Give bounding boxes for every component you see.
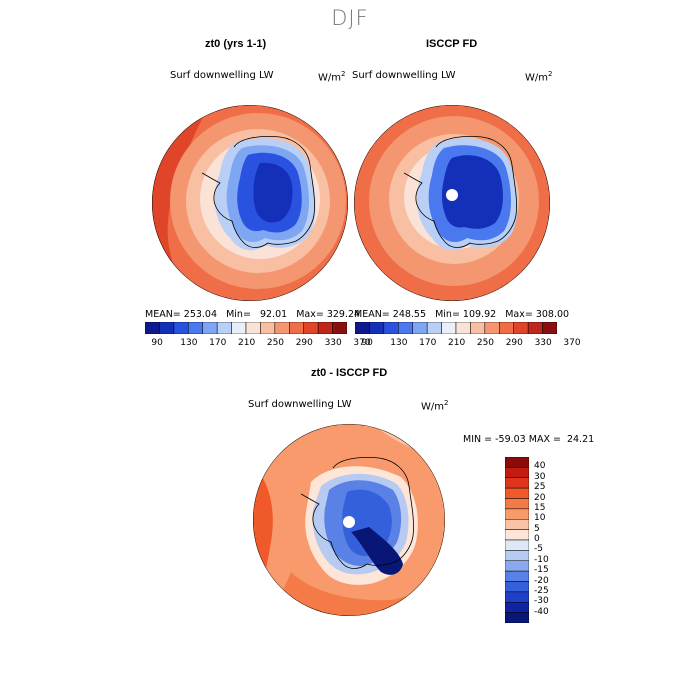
colorbar-tick-label: 40 xyxy=(534,461,546,472)
colorbar-tick-label: 30 xyxy=(534,471,546,482)
colorbar-tick-label: -40 xyxy=(534,606,549,617)
colorbar-tick-label: -15 xyxy=(534,565,549,576)
panel3-colorbar-ticks: 40 30 25 20 15 10 5 0 -5 -10 -15 -20 -25 -30 -40 xyxy=(534,457,574,623)
colorbar-tick-label: 15 xyxy=(534,502,546,513)
colorbar-tick-label: 250 xyxy=(266,338,285,348)
colorbar-swatch xyxy=(231,322,247,334)
colorbar-tick-label: 290 xyxy=(505,338,523,348)
colorbar-tick-label: 170 xyxy=(209,338,227,348)
colorbar-swatch xyxy=(289,322,304,334)
panel2-colorbar xyxy=(355,322,557,334)
panel1-units: W/m2 xyxy=(318,70,346,84)
colorbar-swatch xyxy=(369,322,385,334)
colorbar-swatch xyxy=(513,322,529,334)
colorbar-tick-label: -25 xyxy=(534,585,549,596)
colorbar-swatch xyxy=(505,612,529,623)
colorbar-tick-label: 170 xyxy=(419,338,437,348)
colorbar-swatch xyxy=(505,560,529,572)
panel1-stats: MEAN= 253.04 Min= 92.01 Max= 329.24 xyxy=(145,309,361,320)
season-title: DJF xyxy=(331,6,369,30)
colorbar-swatch xyxy=(426,322,442,334)
colorbar-swatch xyxy=(505,550,529,561)
colorbar-tick-label: 370 xyxy=(353,338,371,348)
colorbar-swatch xyxy=(505,498,529,510)
colorbar-swatch xyxy=(441,322,457,334)
colorbar-tick-label: 90 xyxy=(361,338,373,348)
colorbar-swatch xyxy=(159,322,175,334)
panel3-colorbar xyxy=(505,457,529,623)
colorbar-swatch xyxy=(505,467,529,478)
colorbar-swatch xyxy=(505,477,529,489)
panel2-map xyxy=(354,105,550,301)
colorbar-tick-label: 25 xyxy=(534,482,546,493)
colorbar-swatch xyxy=(542,322,557,334)
colorbar-tick-label: 10 xyxy=(534,513,546,524)
colorbar-swatch xyxy=(173,322,189,334)
panel2-variable-label: Surf downwelling LW xyxy=(352,70,456,81)
panel3-map xyxy=(253,424,445,616)
panel2-units: W/m2 xyxy=(525,70,553,84)
colorbar-swatch xyxy=(505,529,529,541)
colorbar-tick-label: -30 xyxy=(534,596,549,607)
panel3-variable-label: Surf downwelling LW xyxy=(248,399,352,410)
colorbar-swatch xyxy=(332,322,347,334)
colorbar-swatch xyxy=(412,322,428,334)
colorbar-tick-label: -20 xyxy=(534,575,549,586)
colorbar-tick-label: 370 xyxy=(563,338,581,348)
colorbar-swatch xyxy=(505,457,529,468)
colorbar-tick-label: 330 xyxy=(534,338,552,348)
colorbar-swatch xyxy=(216,322,232,334)
colorbar-tick-label: 250 xyxy=(476,338,495,348)
colorbar-tick-label: -5 xyxy=(534,544,543,555)
panel2-colorbar-ticks: 90 130 170 210 250 290 330 370 xyxy=(355,338,580,350)
colorbar-tick-label: 130 xyxy=(390,338,408,348)
colorbar-swatch xyxy=(455,322,471,334)
colorbar-tick-label: 90 xyxy=(151,338,163,348)
colorbar-tick-label: -10 xyxy=(534,554,549,565)
colorbar-swatch xyxy=(470,322,486,334)
panel1-colorbar-ticks: 90 130 170 210 250 290 330 370 xyxy=(145,338,370,350)
colorbar-tick-label: 210 xyxy=(238,338,256,348)
colorbar-swatch xyxy=(260,322,276,334)
panel2-title: ISCCP FD xyxy=(426,38,478,50)
colorbar-swatch xyxy=(383,322,399,334)
colorbar-swatch xyxy=(245,322,261,334)
panel3-units: W/m2 xyxy=(421,399,449,413)
panel1-variable-label: Surf downwelling LW xyxy=(170,70,274,81)
panel1-colorbar xyxy=(145,322,347,334)
panel2-stats: MEAN= 248.55 Min= 109.92 Max= 308.00 xyxy=(354,309,570,320)
colorbar-swatch xyxy=(398,322,413,334)
colorbar-swatch xyxy=(188,322,203,334)
colorbar-swatch xyxy=(505,570,529,582)
colorbar-tick-label: 5 xyxy=(534,523,540,534)
colorbar-tick-label: 130 xyxy=(180,338,198,348)
panel1-title: zt0 (yrs 1-1) xyxy=(205,38,267,50)
colorbar-swatch xyxy=(499,322,514,334)
colorbar-tick-label: 210 xyxy=(448,338,466,348)
colorbar-swatch xyxy=(505,581,529,593)
colorbar-tick-label: 20 xyxy=(534,492,546,503)
colorbar-swatch xyxy=(505,487,529,499)
colorbar-swatch xyxy=(505,508,529,520)
colorbar-tick-label: 330 xyxy=(324,338,342,348)
colorbar-swatch xyxy=(484,322,500,334)
colorbar-swatch xyxy=(505,519,529,530)
panel3-stats: MIN = -59.03 MAX = 24.21 xyxy=(463,434,595,445)
colorbar-tick-label: 290 xyxy=(295,338,313,348)
colorbar-tick-label: 0 xyxy=(534,534,540,544)
panel3-title: zt0 - ISCCP FD xyxy=(311,367,388,379)
colorbar-swatch xyxy=(317,322,333,334)
colorbar-swatch xyxy=(145,322,160,334)
colorbar-swatch xyxy=(303,322,319,334)
colorbar-swatch xyxy=(527,322,543,334)
panel1-map xyxy=(152,105,348,301)
colorbar-swatch xyxy=(274,322,290,334)
colorbar-swatch xyxy=(505,591,529,603)
colorbar-swatch xyxy=(505,602,529,613)
colorbar-swatch xyxy=(355,322,370,334)
colorbar-swatch xyxy=(202,322,218,334)
colorbar-swatch xyxy=(505,539,529,551)
